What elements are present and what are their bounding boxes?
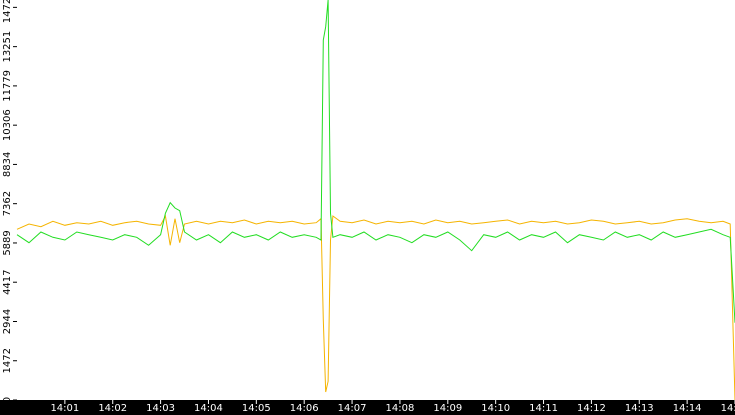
y-tick-label: 10306	[2, 109, 13, 141]
x-tick-label: 14:14	[673, 403, 702, 414]
y-tick-label: 14724	[2, 0, 13, 23]
y-tick-label: 5889	[2, 230, 13, 255]
y-tick-label: 1472	[2, 348, 13, 373]
y-tick-label: 4417	[2, 269, 13, 294]
x-tick-label: 14:04	[194, 403, 223, 414]
series-line	[16, 214, 735, 401]
x-tick-label: 14:03	[146, 403, 175, 414]
x-tick-label: 14:15	[721, 403, 735, 414]
x-tick-label: 14:05	[242, 403, 271, 414]
y-tick-label: 11779	[2, 70, 13, 102]
x-tick-label: 14:01	[50, 403, 79, 414]
y-tick-label: 2944	[2, 309, 13, 334]
x-tick-label: 14:11	[529, 403, 558, 414]
y-tick-label: 13251	[2, 31, 13, 63]
y-tick-label: 0	[2, 397, 13, 403]
x-tick-label: 14:02	[98, 403, 127, 414]
y-tick-label: 7362	[2, 191, 13, 216]
x-tick-label: 14:09	[433, 403, 462, 414]
y-tick-label: 8834	[2, 152, 13, 177]
x-tick-label: 14:06	[290, 403, 319, 414]
x-axis-band	[0, 400, 735, 415]
x-tick-label: 14:08	[386, 403, 415, 414]
x-tick-label: 14:07	[338, 403, 367, 414]
x-tick-label: 14:12	[577, 403, 606, 414]
series-line	[16, 0, 735, 323]
x-tick-label: 14:10	[481, 403, 510, 414]
x-tick-label: 14:13	[625, 403, 654, 414]
